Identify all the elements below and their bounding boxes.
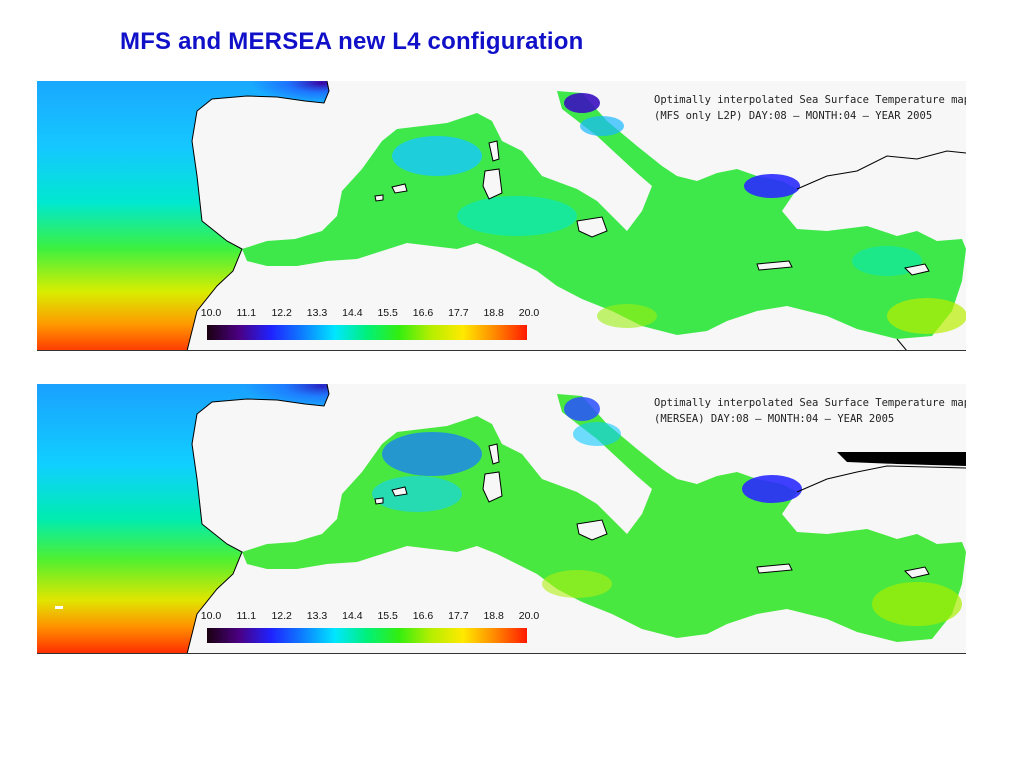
map-caption-line1: Optimally interpolated Sea Surface Tempe… <box>654 397 966 409</box>
colorbar-tick-label: 20.0 <box>518 307 540 319</box>
sst-map-mersea <box>37 384 966 654</box>
map-caption-line1: Optimally interpolated Sea Surface Tempe… <box>654 94 966 106</box>
atlantic-ocean <box>37 81 329 351</box>
colorbar-tick-label: 18.8 <box>483 307 504 319</box>
cyprus <box>903 263 930 276</box>
coastline <box>186 384 330 654</box>
colorbar-labels: 10.0 11.1 12.2 13.3 14.4 15.5 16.6 17.7 … <box>199 307 549 321</box>
colorbar-tick-label: 10.0 <box>200 610 222 622</box>
colorbar-tick-label: 18.8 <box>483 610 504 622</box>
colorbar-tick-label: 16.6 <box>412 610 434 622</box>
panel-baseline <box>37 653 966 654</box>
colorbar-tick-label: 16.6 <box>412 307 434 319</box>
colorbar-tick-label: 13.3 <box>306 610 328 622</box>
sst-map-mfs <box>37 81 966 351</box>
corsica-sardinia <box>482 140 503 200</box>
atlantic-ocean <box>37 384 329 654</box>
colorbar-tick-label: 12.2 <box>271 307 292 319</box>
cyprus <box>903 566 930 579</box>
colorbar-tick-label: 11.1 <box>236 610 257 622</box>
corsica-sardinia <box>482 443 503 503</box>
colorbar-tick-label: 14.4 <box>342 610 363 622</box>
panel-baseline <box>37 350 966 351</box>
colorbar-tick-label: 15.5 <box>377 610 398 622</box>
black-sea-mask <box>837 452 966 466</box>
sst-map-panel-mfs: Optimally interpolated Sea Surface Tempe… <box>37 81 966 351</box>
sicily <box>576 216 608 238</box>
slide-title: MFS and MERSEA new L4 configuration <box>120 28 584 55</box>
colorbar-tick-label: 17.7 <box>448 610 469 622</box>
sst-map-panel-mersea: Optimally interpolated Sea Surface Tempe… <box>37 384 966 654</box>
colorbar-labels: 10.0 11.1 12.2 13.3 14.4 15.5 16.6 17.7 … <box>199 610 549 624</box>
balearic-islands <box>374 486 408 505</box>
crete <box>756 563 793 574</box>
map-caption-line2: (MERSEA) DAY:08 — MONTH:04 — YEAR 2005 <box>654 413 895 425</box>
colorbar-tick-label: 13.3 <box>306 307 328 319</box>
sicily <box>576 519 608 541</box>
crete <box>756 260 793 271</box>
map-caption-line2: (MFS only L2P) DAY:08 — MONTH:04 — YEAR … <box>654 110 933 122</box>
coastline <box>186 81 330 351</box>
balearic-islands <box>374 183 408 202</box>
colorbar-tick-label: 15.5 <box>377 307 398 319</box>
colorbar-tick-label: 14.4 <box>342 307 363 319</box>
colorbar-tick-label: 20.0 <box>518 610 540 622</box>
colorbar-tick-label: 10.0 <box>200 307 222 319</box>
sst-colorbar <box>207 325 527 340</box>
colorbar-tick-label: 17.7 <box>448 307 469 319</box>
colorbar-tick-label: 12.2 <box>271 610 292 622</box>
sst-colorbar <box>207 628 527 643</box>
colorbar-tick-label: 11.1 <box>236 307 257 319</box>
